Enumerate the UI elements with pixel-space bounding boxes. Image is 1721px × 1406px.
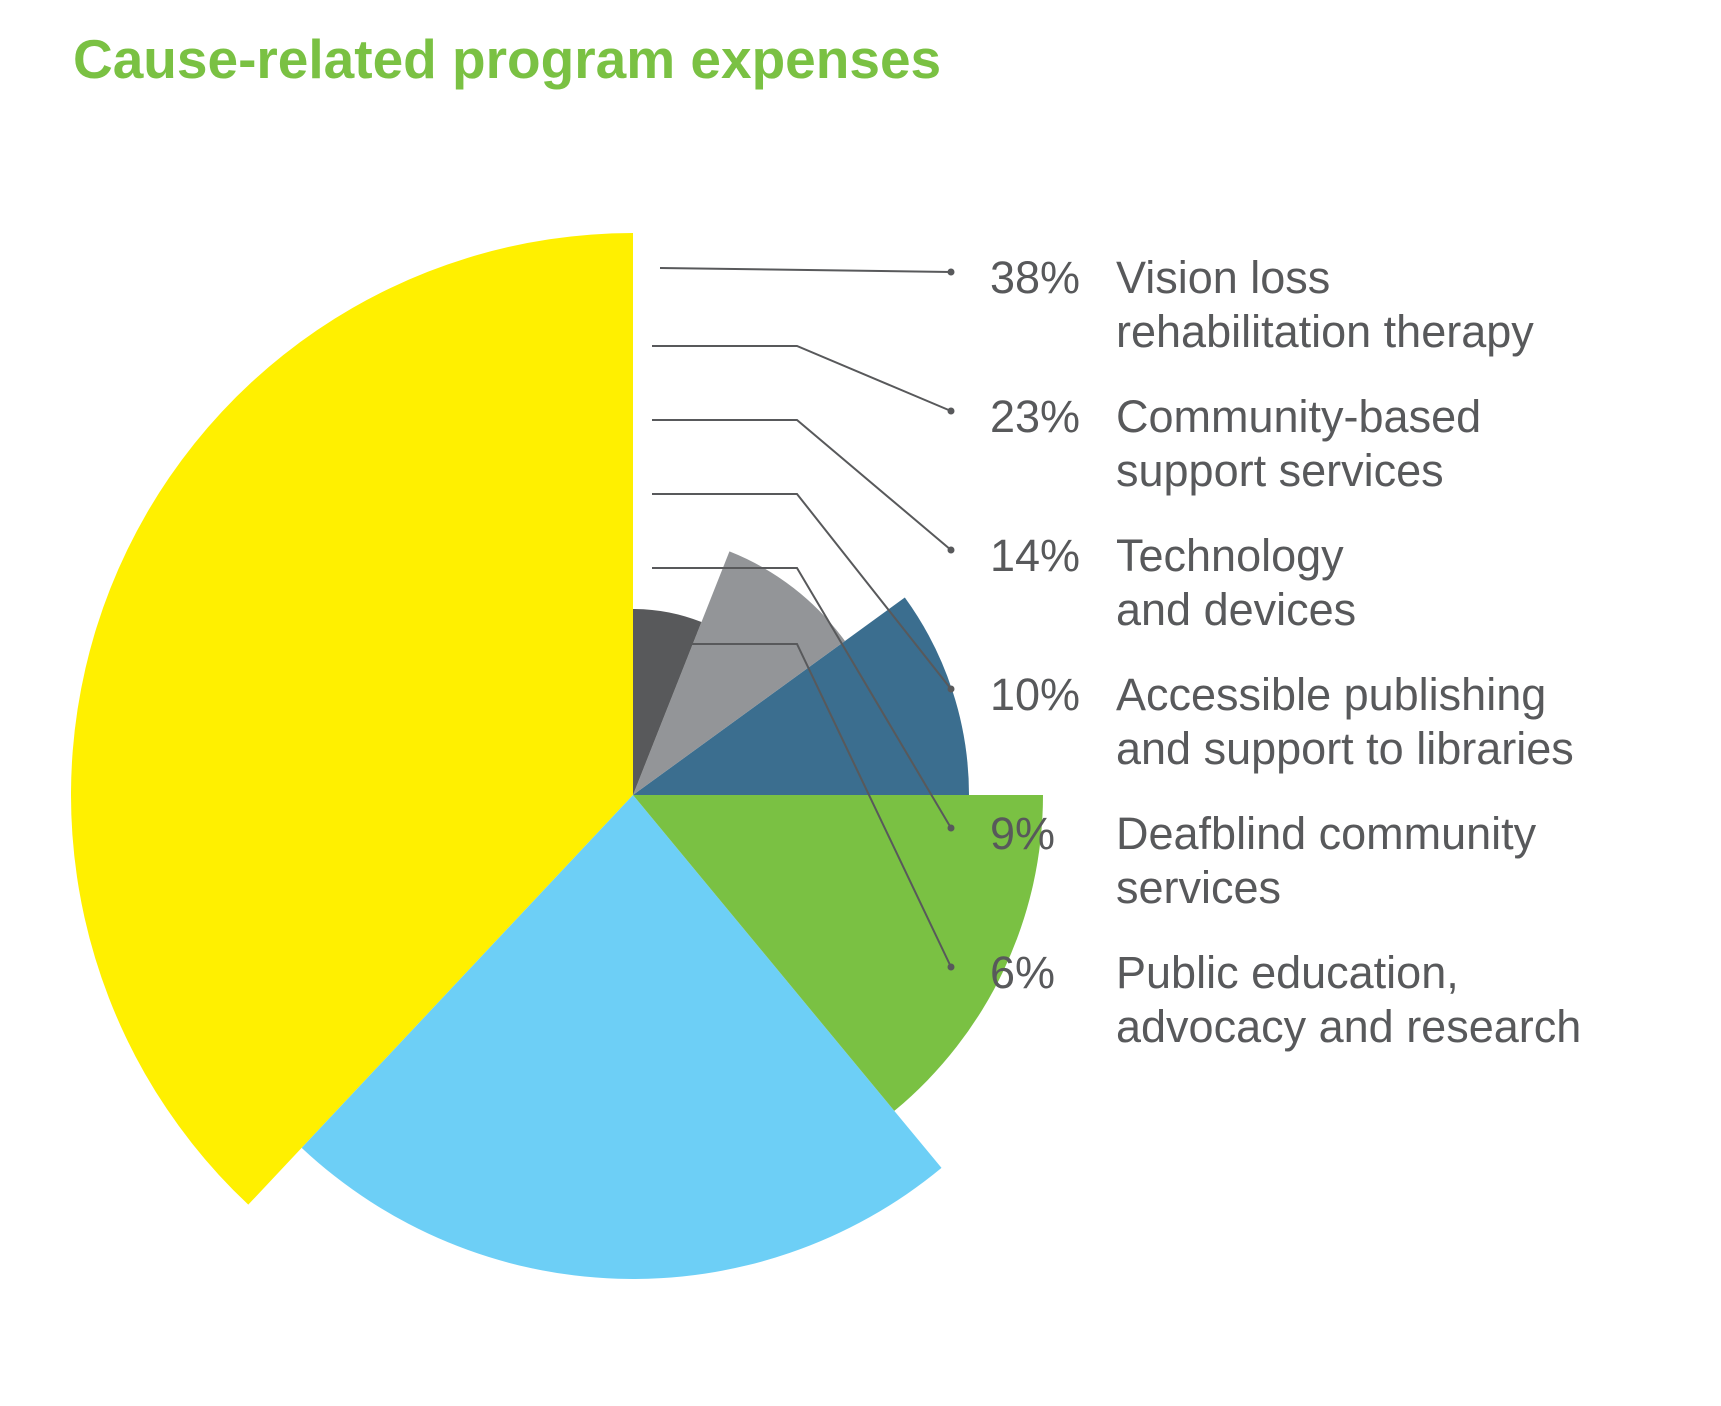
- legend-label: Public education,: [1116, 947, 1459, 998]
- legend-value: 14%: [990, 530, 1080, 581]
- legend-label: Accessible publishing: [1116, 669, 1546, 720]
- leader-dot: [947, 963, 955, 971]
- leader-dot: [947, 268, 955, 276]
- legend-label: Deafblind community: [1116, 808, 1537, 859]
- pie-slices: [70, 233, 1043, 1279]
- leader-lines: [652, 267, 955, 971]
- leader-dot: [947, 407, 955, 415]
- leader-dot: [947, 824, 955, 832]
- pie-slice: [633, 609, 702, 795]
- legend-value: 6%: [990, 947, 1055, 998]
- legend-value: 9%: [990, 808, 1055, 859]
- legend-label: rehabilitation therapy: [1116, 306, 1534, 357]
- leader-dot: [947, 546, 955, 554]
- chart-title: Cause-related program expenses: [73, 28, 941, 90]
- pie-slice: [70, 233, 634, 1205]
- legend-label: Vision loss: [1116, 252, 1330, 303]
- legend-label: support services: [1116, 445, 1444, 496]
- legend-value: 23%: [990, 391, 1080, 442]
- leader-line: [652, 643, 952, 968]
- legend-label: advocacy and research: [1116, 1001, 1581, 1052]
- legend-label: and support to libraries: [1116, 723, 1574, 774]
- legend-label: Technology: [1116, 530, 1344, 581]
- leader-line: [652, 345, 952, 412]
- pie-slice: [301, 795, 942, 1279]
- leader-line: [652, 419, 952, 551]
- leader-line: [652, 493, 952, 690]
- legend-label: services: [1116, 862, 1281, 913]
- legend-label: and devices: [1116, 584, 1356, 635]
- pie-slice: [633, 597, 969, 795]
- pie-slice: [633, 551, 845, 795]
- leader-line: [659, 267, 952, 273]
- legend-value: 10%: [990, 669, 1080, 720]
- pie-slice: [633, 795, 1043, 1111]
- leader-line: [652, 567, 952, 829]
- legend-label: Community-based: [1116, 391, 1481, 442]
- leader-dot: [947, 685, 955, 693]
- legend-value: 38%: [990, 252, 1080, 303]
